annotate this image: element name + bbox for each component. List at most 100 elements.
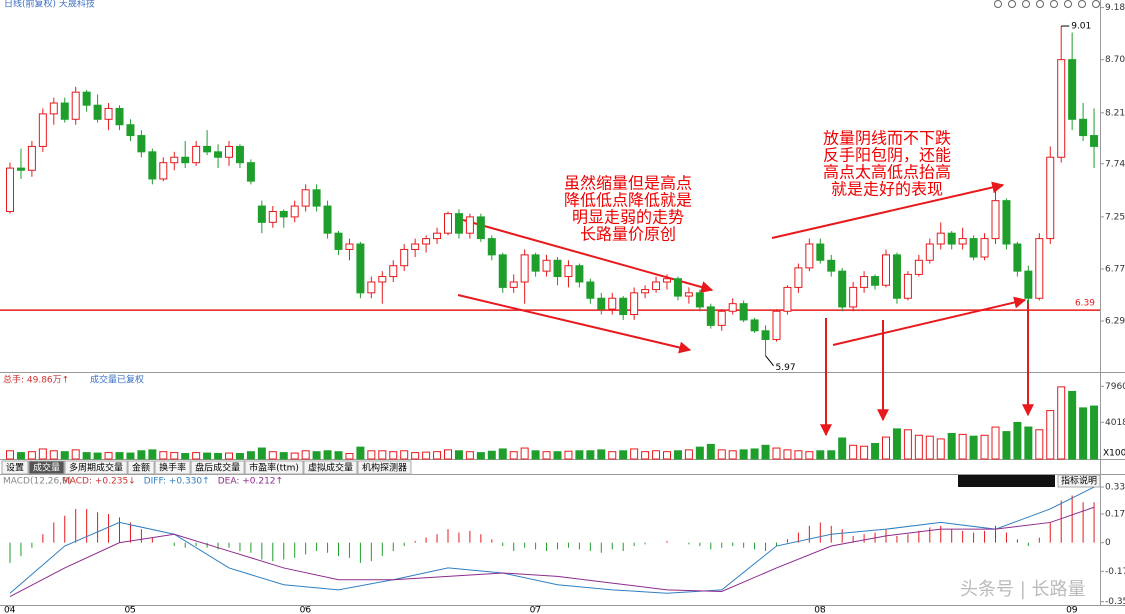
volume-bar (225, 452, 233, 460)
tab-label: 盘后成交量 (195, 462, 240, 474)
volume-bar (49, 450, 58, 460)
watermark: 头条号 | 长路量 (960, 579, 1086, 600)
volume-bar (1057, 386, 1066, 460)
candle-body (553, 259, 562, 278)
y-tick-label: 7.25 (1105, 212, 1125, 222)
candle-body (93, 104, 102, 120)
indicator-help[interactable]: 指标说明 (1057, 474, 1101, 488)
indicator-tab[interactable]: 市盈率(ttm) (244, 460, 304, 475)
candle-body (203, 145, 212, 153)
volume-bar (805, 451, 814, 460)
tab-box (64, 460, 128, 475)
volume-bar (761, 444, 770, 460)
candle-body (159, 162, 168, 180)
candle-body (608, 297, 617, 310)
candle-body (597, 297, 606, 310)
volume-bar (454, 450, 463, 460)
volume-bar (630, 448, 639, 460)
candle-body (772, 310, 781, 340)
volume-bar (1035, 429, 1044, 460)
volume-bar (356, 446, 365, 460)
indicator-tab[interactable]: 虚拟成交量 (303, 460, 358, 475)
volume-bar (334, 451, 343, 460)
indicator-tab[interactable]: 多周期成交量 (64, 460, 128, 475)
volume-bar (838, 437, 847, 460)
candle-body (137, 135, 146, 153)
volume-bar (575, 450, 584, 460)
tab-box (244, 460, 304, 475)
tab-label: 机构探测器 (362, 462, 407, 474)
volume-bar (422, 451, 431, 460)
candle-body (411, 243, 420, 250)
volume-bar (958, 433, 967, 460)
candle-body (49, 102, 58, 115)
candle-body (783, 286, 792, 312)
volume-bar (301, 450, 310, 460)
candle-body (104, 107, 113, 120)
volume-bar (498, 448, 507, 460)
candle-body (367, 281, 376, 294)
volume-bar (827, 450, 836, 460)
annotation-text: 降低低点降低就是 (564, 192, 692, 210)
volume-bar (27, 451, 36, 460)
candle-body (871, 276, 880, 286)
volume-bar (641, 451, 650, 460)
candle-body (739, 303, 748, 321)
replay-box (958, 475, 1055, 487)
volume-bar (914, 434, 923, 460)
volume-bar (1079, 407, 1088, 460)
candle-body (290, 205, 299, 218)
candle-body (115, 107, 124, 126)
candle-body (1068, 59, 1077, 120)
volume-bar (969, 435, 978, 460)
candle-body (235, 145, 244, 164)
volume-bar (553, 451, 562, 460)
macd-readout: MACD: +0.235↓ (62, 477, 136, 487)
volume-bar (444, 449, 452, 460)
tab-box (190, 460, 245, 475)
candle-body (805, 243, 814, 269)
candle-body (214, 151, 223, 158)
volume-bar (706, 443, 715, 460)
volume-bar (323, 450, 332, 460)
candle-body (882, 254, 890, 286)
tab-label: 市盈率(ttm) (249, 462, 299, 474)
x-tick-label: 08 (814, 606, 826, 614)
volume-bar (542, 451, 551, 460)
y-tick-label: 7960 (1105, 382, 1125, 392)
indicator-tab[interactable]: 盘后成交量 (190, 460, 245, 475)
candle-body (860, 276, 869, 288)
candle-body (586, 281, 595, 299)
candle-body (71, 91, 80, 120)
candle-body (892, 254, 901, 299)
candle-body (816, 243, 825, 261)
candle-body (903, 273, 912, 299)
header-title: 日线(前复权) 天晟科技 (4, 0, 95, 10)
candle-body (279, 210, 288, 218)
volume-bar (137, 450, 146, 460)
annotation-text: 就是走好的表现 (831, 181, 943, 199)
candle-body (400, 248, 409, 267)
indicator-tab[interactable]: 金额 (127, 460, 155, 475)
indicator-tab[interactable]: 成交量 (28, 460, 65, 475)
candle-body (794, 267, 803, 288)
volume-bar (564, 450, 573, 460)
volume-bar (695, 446, 704, 460)
support-label: 6.39 (1075, 299, 1095, 309)
indicator-tab[interactable]: 机构探测器 (357, 460, 412, 475)
y-tick-label: 9.18 (1105, 3, 1125, 13)
candle-body (1079, 118, 1088, 137)
volume-bar (312, 451, 321, 460)
volume-bar (936, 438, 945, 460)
indicator-tab[interactable]: 设置 (1, 460, 29, 475)
volume-bar (608, 451, 617, 460)
low-label: 5.97 (776, 363, 796, 373)
tab-label: 成交量 (33, 462, 60, 474)
indicator-tab[interactable]: 换手率 (154, 460, 191, 475)
volume-bar (1024, 426, 1033, 460)
help-label: 指标说明 (1061, 475, 1097, 487)
y-tick-label: -0.17 (1105, 567, 1125, 577)
x-tick-label: 06 (300, 606, 312, 614)
macd-line (9, 506, 1095, 598)
volume-bar (980, 434, 989, 460)
